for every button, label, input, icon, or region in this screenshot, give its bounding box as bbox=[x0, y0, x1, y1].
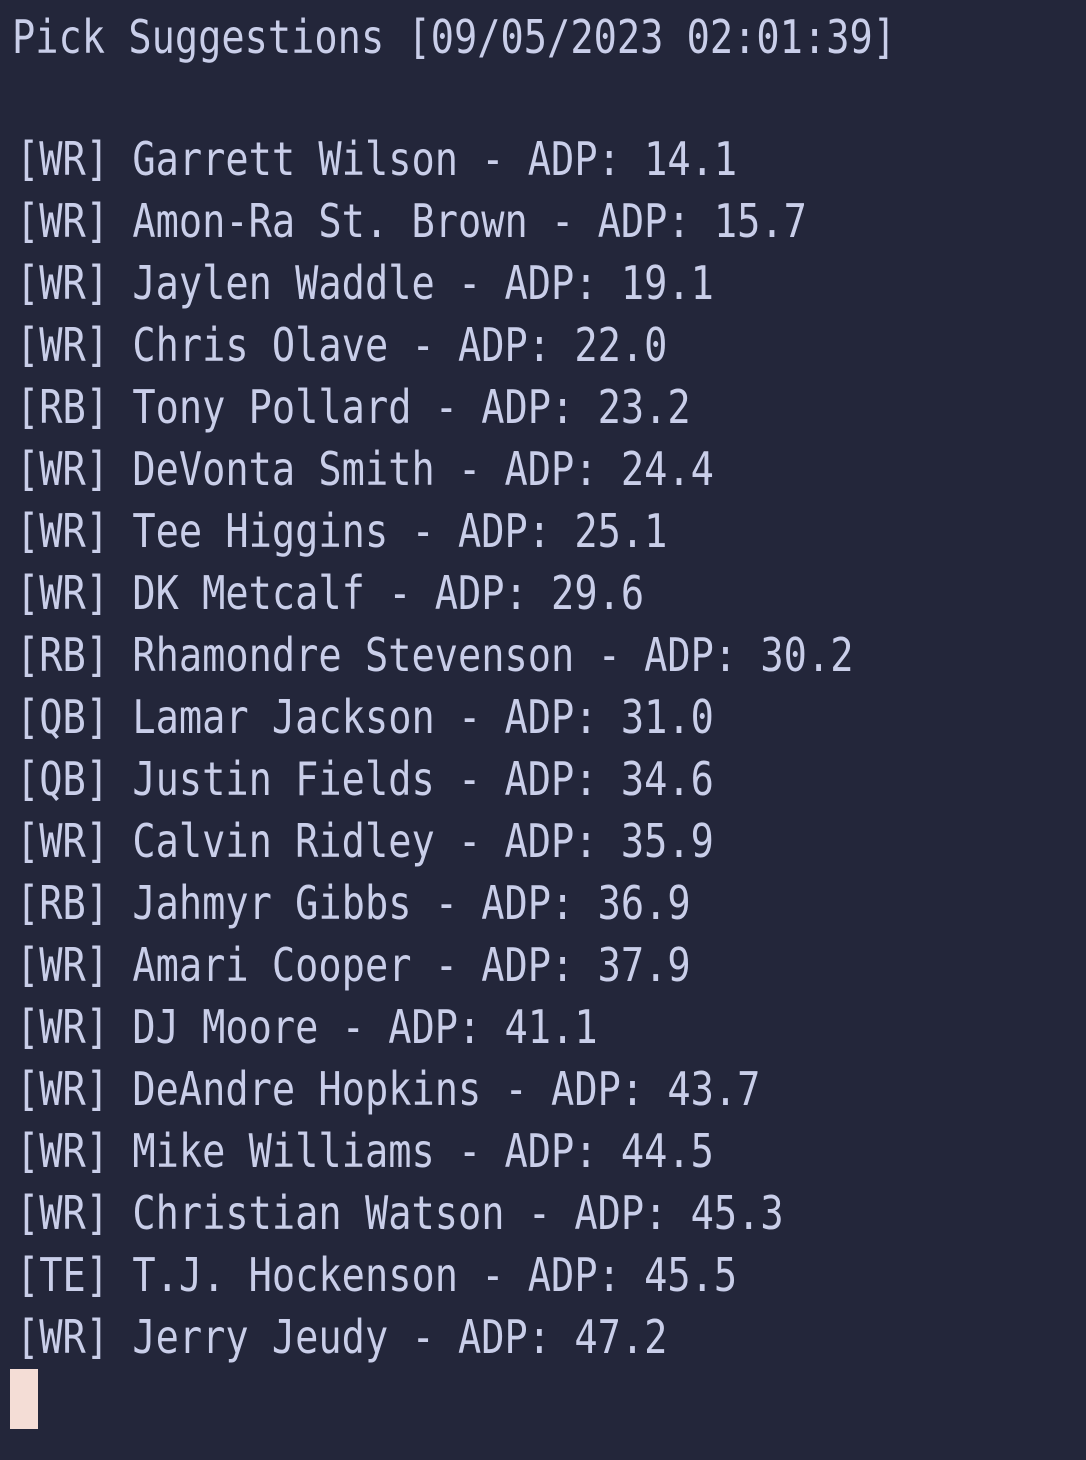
suggestion-list: [WR] Garrett Wilson - ADP: 14.1 [WR] Amo… bbox=[16, 128, 1013, 1368]
list-item: [WR] Garrett Wilson - ADP: 14.1 bbox=[16, 132, 738, 186]
list-item: [WR] DK Metcalf - ADP: 29.6 bbox=[16, 566, 645, 620]
list-item: [WR] Jerry Jeudy - ADP: 47.2 bbox=[16, 1310, 668, 1364]
list-item: [WR] DeAndre Hopkins - ADP: 43.7 bbox=[16, 1062, 761, 1116]
list-item: [RB] Tony Pollard - ADP: 23.2 bbox=[16, 380, 691, 434]
terminal-cursor bbox=[10, 1369, 38, 1429]
list-item: [RB] Rhamondre Stevenson - ADP: 30.2 bbox=[16, 628, 854, 682]
list-item: [QB] Justin Fields - ADP: 34.6 bbox=[16, 752, 714, 806]
list-item: [QB] Lamar Jackson - ADP: 31.0 bbox=[16, 690, 714, 744]
list-item: [WR] Jaylen Waddle - ADP: 19.1 bbox=[16, 256, 714, 310]
list-item: [WR] Tee Higgins - ADP: 25.1 bbox=[16, 504, 668, 558]
list-item: [WR] Mike Williams - ADP: 44.5 bbox=[16, 1124, 714, 1178]
list-item: [WR] DeVonta Smith - ADP: 24.4 bbox=[16, 442, 714, 496]
list-item: [WR] Amon-Ra St. Brown - ADP: 15.7 bbox=[16, 194, 807, 248]
list-item: [WR] Chris Olave - ADP: 22.0 bbox=[16, 318, 668, 372]
list-item: [RB] Jahmyr Gibbs - ADP: 36.9 bbox=[16, 876, 691, 930]
list-item: [TE] T.J. Hockenson - ADP: 45.5 bbox=[16, 1248, 738, 1302]
page-title: Pick Suggestions [09/05/2023 02:01:39] bbox=[12, 10, 897, 64]
list-item: [WR] DJ Moore - ADP: 41.1 bbox=[16, 1000, 598, 1054]
list-item: [WR] Calvin Ridley - ADP: 35.9 bbox=[16, 814, 714, 868]
list-item: [WR] Amari Cooper - ADP: 37.9 bbox=[16, 938, 691, 992]
list-item: [WR] Christian Watson - ADP: 45.3 bbox=[16, 1186, 784, 1240]
